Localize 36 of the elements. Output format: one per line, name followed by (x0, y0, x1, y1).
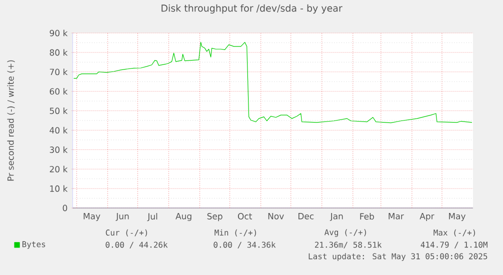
line-series (73, 42, 472, 124)
y-axis-title: Pr second read (-) / write (+) (7, 60, 15, 181)
x-tick-label: Nov (268, 213, 284, 220)
text: 0.00 / 44.26k (106, 242, 168, 248)
y-tick-label: 20 k (50, 166, 68, 172)
legend-label: Bytes (22, 241, 46, 249)
text: Max (-/+) (434, 229, 475, 237)
y-tick-label: 70 k (50, 68, 68, 76)
text: 0.00 / 34.36k (214, 242, 276, 248)
y-tick-label: 90 k (50, 30, 68, 36)
chart-title: Disk throughput for /dev/sda - by year (162, 4, 342, 14)
x-tick-label: May (449, 213, 466, 221)
y-tick-label: 80 k (50, 49, 68, 56)
x-tick-label: Apr (420, 213, 434, 221)
x-tick-label: Mar (388, 213, 404, 220)
y-tick-label: 40 k (50, 126, 68, 134)
text: Cur (-/+) (106, 229, 148, 237)
x-tick-label: May (84, 213, 100, 221)
x-tick-label: Aug (176, 213, 192, 221)
text: Last update: Sat May 31 05:00:06 2025 (308, 253, 488, 261)
x-tick-label: Feb (360, 213, 374, 220)
y-tick-label: 10 k (50, 185, 68, 192)
x-tick-label: Dec (298, 213, 314, 220)
text: Avg (-/+) (324, 229, 366, 237)
x-tick-label: Jun (116, 213, 129, 221)
text: 414.79 / 1.10M (420, 242, 488, 248)
x-tick-label: Oct (238, 213, 252, 220)
x-tick-label: Sep (207, 213, 222, 222)
text: Min (-/+) (214, 229, 256, 237)
y-tick-label: 30 k (50, 146, 68, 153)
y-tick-label: 60 k (50, 88, 68, 95)
y-tick-label: 50 k (50, 107, 68, 114)
y-tick-label: 0 (62, 204, 68, 212)
x-tick-label: Jan (330, 213, 343, 221)
x-tick-label: Jul (147, 213, 158, 222)
text: 21.36m/ 58.51k (314, 242, 382, 248)
